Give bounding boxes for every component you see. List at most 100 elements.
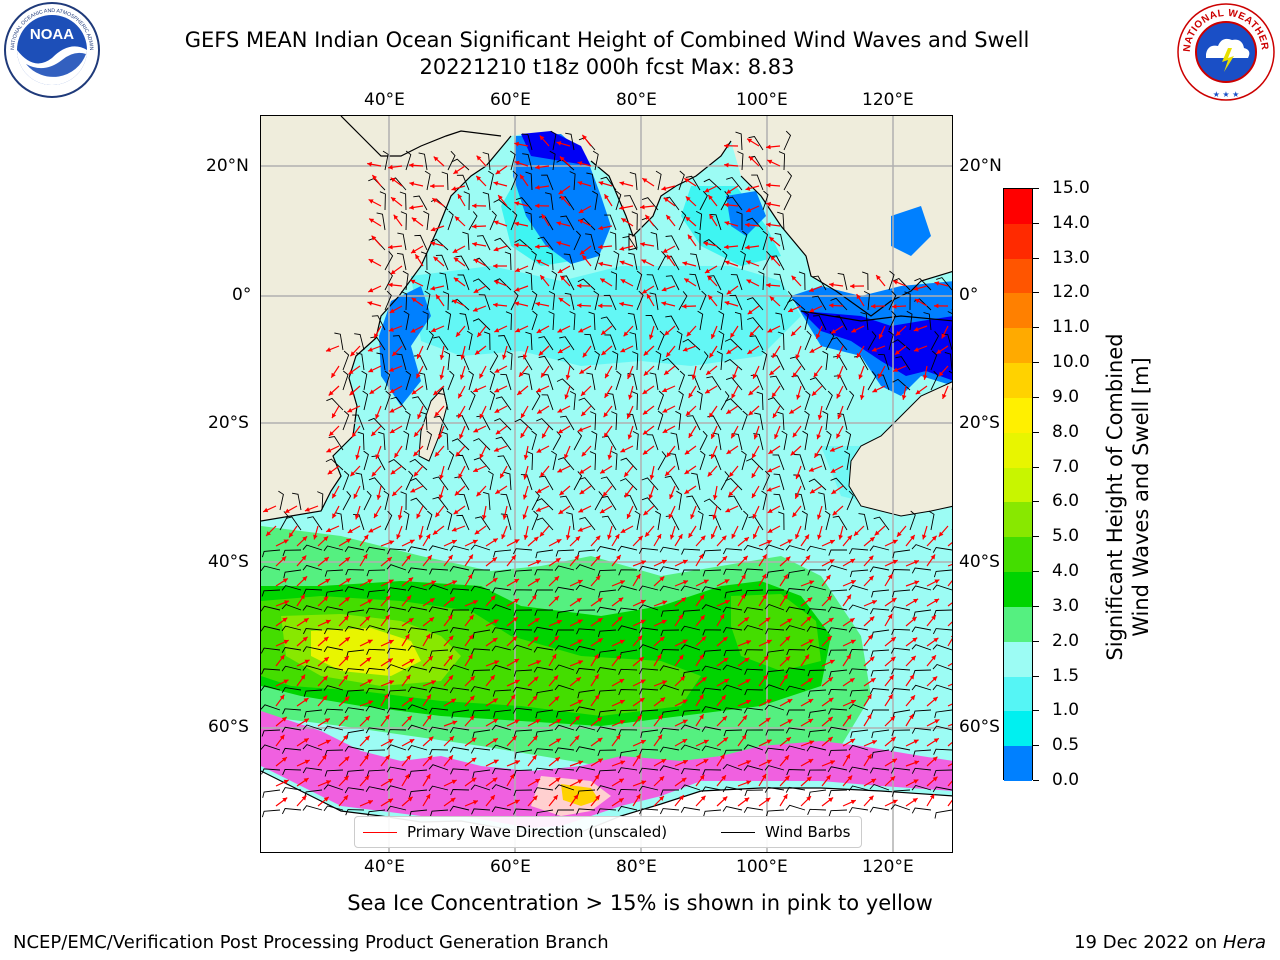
wave-direction-arrowhead: [325, 578, 331, 584]
wind-barb: [342, 470, 350, 491]
colorbar-tick-mark: [1033, 710, 1039, 712]
wave-direction-arrowhead: [753, 533, 758, 539]
wave-direction-arrowhead: [413, 471, 419, 477]
wave-direction-arrowhead: [828, 618, 834, 623]
wind-barb: [697, 310, 704, 331]
wave-direction-arrowhead: [830, 760, 835, 765]
lat-tick-right-40s: 40°S: [959, 552, 1000, 572]
wave-direction-arrowhead: [641, 560, 646, 565]
wave-direction-arrowhead: [389, 428, 395, 433]
wind-barb: [803, 310, 809, 331]
wave-direction-arrowhead: [787, 618, 792, 624]
wave-direction-arrowhead: [893, 367, 898, 372]
wave-direction-arrowhead: [344, 637, 350, 642]
wind-barb: [606, 392, 617, 411]
wind-barb: [371, 315, 386, 331]
wave-direction-arrowhead: [909, 674, 914, 680]
wind-barb: [428, 785, 449, 792]
wave-direction-arrowhead: [638, 535, 643, 541]
wave-direction-arrowhead: [368, 700, 374, 705]
wave-direction-arrowhead: [892, 758, 897, 764]
wind-barb: [812, 295, 827, 311]
wind-barb: [870, 649, 890, 657]
wave-direction-arrowhead: [913, 598, 919, 604]
wind-barb: [428, 707, 449, 714]
wind-barb: [365, 625, 386, 631]
wind-barb: [891, 668, 911, 675]
colorbar-tick-mark: [1033, 501, 1039, 503]
wave-direction-arrowhead: [747, 309, 753, 315]
wind-barb: [870, 669, 890, 677]
wave-direction-arrowhead: [938, 371, 944, 377]
wind-barb: [513, 569, 533, 578]
wave-direction-arrowhead: [830, 468, 836, 473]
wave-direction-arrowhead: [494, 408, 500, 413]
wind-barb: [818, 492, 827, 511]
wind-barb: [429, 649, 449, 657]
wave-direction-arrowhead: [535, 185, 540, 190]
wave-direction-arrowhead: [323, 636, 329, 642]
map-legend: Primary Wave Direction (unscaled) Wind B…: [354, 816, 862, 848]
wind-barb: [353, 513, 365, 531]
wind-barb: [281, 647, 302, 653]
wave-direction-arrow: [947, 563, 952, 567]
wind-barb: [526, 451, 534, 471]
wind-barb: [439, 272, 449, 291]
wind-barb: [762, 470, 771, 491]
wave-direction-arrowhead: [767, 508, 773, 513]
wave-direction-arrowhead: [393, 214, 399, 220]
wind-barb: [641, 477, 659, 491]
wind-barb: [302, 744, 323, 751]
wind-barb: [765, 628, 785, 635]
wave-direction-arrowhead: [869, 616, 875, 622]
colorbar-segment: [1004, 293, 1032, 329]
wave-direction-arrowhead: [616, 555, 621, 560]
wave-direction-arrowhead: [807, 678, 813, 683]
wind-barb: [525, 211, 533, 231]
wind-barb: [699, 450, 706, 471]
wind-barb: [691, 472, 701, 491]
wind-barb: [449, 664, 470, 671]
wind-barb: [638, 585, 659, 592]
legend-red-line: [363, 831, 397, 833]
wind-barb: [512, 686, 533, 693]
wave-direction-arrow: [947, 780, 952, 787]
wave-direction-arrowhead: [577, 619, 583, 624]
wave-direction-arrowhead: [532, 735, 538, 741]
wind-barb: [470, 747, 491, 754]
wave-direction-arrowhead: [439, 354, 445, 360]
wave-direction-arrowhead: [752, 453, 757, 459]
wind-barb: [638, 627, 659, 634]
wind-barb: [657, 330, 665, 351]
wave-direction-arrowhead: [332, 493, 337, 499]
wave-direction-arrowhead: [640, 679, 646, 684]
wave-direction-arrowhead: [887, 574, 893, 579]
wind-barb: [804, 330, 812, 351]
wave-direction-arrowhead: [431, 327, 437, 332]
wind-barb: [764, 544, 785, 551]
wave-direction-arrowhead: [559, 490, 565, 496]
wave-direction-arrowhead: [387, 658, 393, 663]
wind-barb: [449, 727, 470, 734]
wind-barb: [433, 415, 449, 431]
colorbar-tick-label: 3.0: [1052, 595, 1080, 616]
wave-direction-arrowhead: [346, 538, 351, 544]
wave-direction-arrowhead: [642, 449, 648, 455]
wind-barb: [495, 396, 512, 411]
wind-barb: [285, 516, 302, 531]
wave-direction-arrowhead: [406, 555, 411, 560]
wave-direction-arrowhead: [856, 294, 861, 300]
wind-barb: [775, 312, 785, 331]
wave-direction-arrowhead: [433, 256, 439, 262]
wave-direction-arrowhead: [766, 639, 772, 645]
wave-direction-arrowhead: [722, 796, 728, 802]
wave-direction-arrow: [947, 683, 952, 687]
wave-direction-arrowhead: [280, 654, 285, 660]
wave-direction-arrowhead: [603, 412, 609, 418]
wind-barb: [554, 565, 575, 572]
wave-direction-arrowhead: [494, 368, 500, 373]
wind-barb: [812, 275, 827, 291]
wind-barb: [438, 393, 449, 411]
wind-barb: [354, 333, 365, 351]
wave-direction-arrowhead: [502, 354, 507, 360]
